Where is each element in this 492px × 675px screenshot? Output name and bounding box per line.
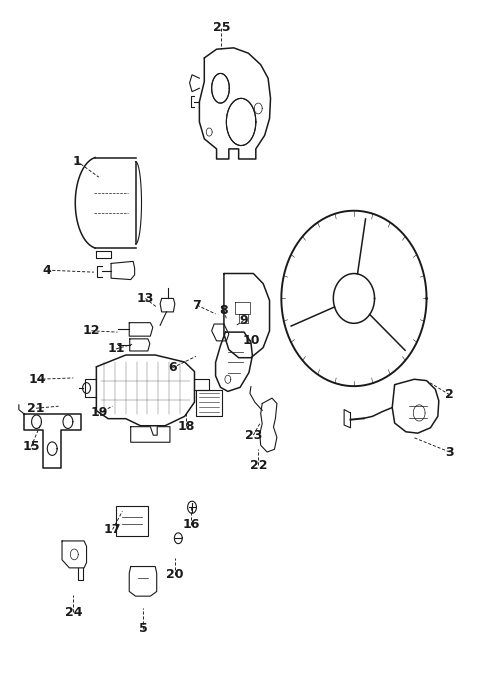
Text: 21: 21 [27, 402, 45, 414]
Text: 5: 5 [139, 622, 147, 635]
Text: 4: 4 [43, 264, 52, 277]
Text: 17: 17 [104, 523, 122, 536]
Text: 6: 6 [168, 361, 177, 375]
Polygon shape [226, 99, 256, 146]
Text: 8: 8 [219, 304, 228, 317]
Polygon shape [212, 74, 229, 103]
Polygon shape [187, 502, 196, 513]
Text: 23: 23 [245, 429, 262, 441]
Text: 13: 13 [137, 292, 154, 305]
Text: 19: 19 [90, 406, 108, 419]
Text: 2: 2 [445, 388, 454, 401]
Text: 14: 14 [29, 373, 46, 386]
Text: 3: 3 [445, 446, 454, 458]
Text: 15: 15 [22, 440, 40, 453]
Text: 25: 25 [213, 21, 230, 34]
Text: 10: 10 [242, 334, 260, 348]
Text: 11: 11 [107, 342, 125, 356]
Text: 7: 7 [192, 298, 201, 312]
Text: 20: 20 [166, 568, 184, 581]
Text: 24: 24 [64, 606, 82, 619]
FancyBboxPatch shape [117, 506, 148, 535]
Text: 12: 12 [83, 324, 100, 338]
Polygon shape [334, 273, 374, 323]
Text: 22: 22 [249, 459, 267, 472]
Text: 16: 16 [183, 518, 200, 531]
Text: 1: 1 [72, 155, 81, 167]
Polygon shape [174, 533, 182, 543]
Polygon shape [348, 290, 360, 306]
Text: 9: 9 [239, 314, 248, 327]
Text: 18: 18 [178, 420, 195, 433]
Polygon shape [281, 211, 427, 386]
